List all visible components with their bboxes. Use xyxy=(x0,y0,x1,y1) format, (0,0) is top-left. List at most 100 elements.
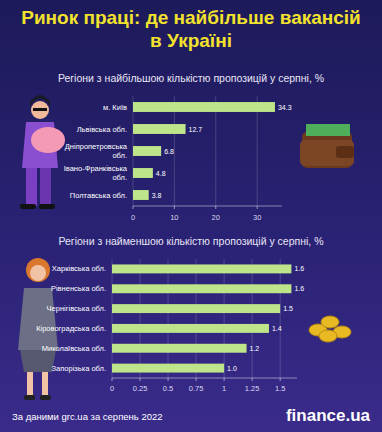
figure-shoe xyxy=(40,395,51,400)
grid xyxy=(112,259,280,381)
category-label-line: Львівська обл. xyxy=(77,125,127,134)
bar xyxy=(112,264,291,273)
piggy-bank xyxy=(31,127,65,153)
grid-line xyxy=(215,96,216,206)
bars xyxy=(133,102,275,200)
bar xyxy=(133,102,275,112)
coin xyxy=(319,330,337,342)
category-label-line: Харківська обл. xyxy=(52,264,106,273)
figure-head xyxy=(30,265,46,281)
tick-label: 0 xyxy=(110,384,114,393)
tick-label: 0.25 xyxy=(133,384,148,393)
tick-label: 30 xyxy=(253,213,261,222)
bar xyxy=(112,304,280,313)
logo: finance.ua xyxy=(286,406,371,425)
tick-label: 10 xyxy=(170,213,178,222)
figure-glasses xyxy=(33,108,47,111)
category-label: Львівська обл. xyxy=(77,125,127,134)
tick-label: 20 xyxy=(212,213,220,222)
data-label: 1.4 xyxy=(272,325,282,332)
figure-head xyxy=(31,101,49,119)
grid-line xyxy=(168,259,169,378)
tick-label: 1.25 xyxy=(245,384,260,393)
banknote xyxy=(306,124,350,136)
figure-hair xyxy=(26,258,50,282)
bar xyxy=(112,344,247,353)
category-label: Миколаївська обл. xyxy=(42,344,106,353)
data-label: 4.8 xyxy=(156,170,166,177)
grid-line xyxy=(140,259,141,378)
figure-leg xyxy=(42,372,48,396)
grid-line xyxy=(252,259,253,378)
figure-hair xyxy=(30,95,50,106)
tick-label: 1.5 xyxy=(275,384,285,393)
bar xyxy=(133,168,153,178)
tick-label: 0 xyxy=(131,213,135,222)
chart-title: Регіони з найменшою кількістю пропозицій… xyxy=(58,235,323,247)
x-axis xyxy=(133,206,282,207)
category-label-line: Полтавська обл. xyxy=(70,191,127,200)
grid-line xyxy=(112,259,113,378)
chart: Регіони з найменшою кількістю пропозицій… xyxy=(36,235,323,393)
grid-line xyxy=(224,259,225,378)
category-label: Івано-Франківськаобл. xyxy=(64,164,128,182)
tick-label: 0.5 xyxy=(163,384,173,393)
data-label: 12.7 xyxy=(189,126,203,133)
bar xyxy=(112,284,291,293)
data-label: 1.0 xyxy=(227,365,237,372)
figure-leg xyxy=(26,168,37,206)
title: Ринок праці: де найбільше вакансій xyxy=(21,7,361,28)
category-label: Дніпропетровськаобл. xyxy=(65,142,128,160)
decorations xyxy=(18,95,354,400)
title: в Україні xyxy=(150,30,232,51)
coin xyxy=(321,316,339,328)
category-label: Кіровоградська обл. xyxy=(36,324,106,333)
figure-leg xyxy=(27,372,33,396)
data-label: 3.8 xyxy=(152,192,162,199)
category-label: Харківська обл. xyxy=(52,264,106,273)
figure-shoe xyxy=(39,204,55,209)
bars xyxy=(112,264,291,372)
category-label-line: Дніпропетровська xyxy=(65,142,128,151)
wallet-front xyxy=(300,140,354,166)
category-label-line: Рівненська обл. xyxy=(51,284,106,293)
category-label-line: обл. xyxy=(112,173,127,182)
data-label: 1.6 xyxy=(294,285,304,292)
category-label: Запорізька обл. xyxy=(52,364,106,373)
grid xyxy=(133,96,257,209)
bar xyxy=(133,146,161,156)
category-label-line: Миколаївська обл. xyxy=(42,344,106,353)
tick-label: 1 xyxy=(222,384,226,393)
category-label: м. Київ xyxy=(103,103,127,112)
grid-line xyxy=(174,96,175,206)
data-label: 1.5 xyxy=(283,305,293,312)
category-label-line: Запорізька обл. xyxy=(52,364,106,373)
chart: Регіони з найбільшою кількістю пропозиці… xyxy=(58,72,324,222)
x-axis xyxy=(112,378,297,379)
data-label: 1.6 xyxy=(294,265,304,272)
category-label-line: обл. xyxy=(112,151,127,160)
chart-title: Регіони з найбільшою кількістю пропозиці… xyxy=(58,72,324,84)
grid-line xyxy=(257,96,258,206)
bar xyxy=(133,124,186,134)
figure-leg xyxy=(40,168,51,206)
grid-line xyxy=(280,259,281,378)
bar xyxy=(133,190,149,200)
source: За даними grc.ua за серпень 2022 xyxy=(12,411,163,422)
bar xyxy=(112,364,224,373)
data-label: 1.2 xyxy=(250,345,260,352)
category-label: Чернігівська обл. xyxy=(47,304,106,313)
category-label-line: Чернігівська обл. xyxy=(47,304,106,313)
category-label: Полтавська обл. xyxy=(70,191,127,200)
figure-body xyxy=(18,288,58,350)
category-label-line: м. Київ xyxy=(103,103,127,112)
category-label-line: Івано-Франківська xyxy=(64,164,128,173)
category-label-line: Кіровоградська обл. xyxy=(36,324,106,333)
wallet-clasp xyxy=(336,146,354,158)
category-label: Рівненська обл. xyxy=(51,284,106,293)
figure-shoe xyxy=(24,395,35,400)
grid-line xyxy=(196,259,197,378)
tick-label: 0.75 xyxy=(189,384,204,393)
data-label: 34.3 xyxy=(278,104,292,111)
stage: Ринок праці: де найбільше вакансійв Укра… xyxy=(0,0,382,432)
